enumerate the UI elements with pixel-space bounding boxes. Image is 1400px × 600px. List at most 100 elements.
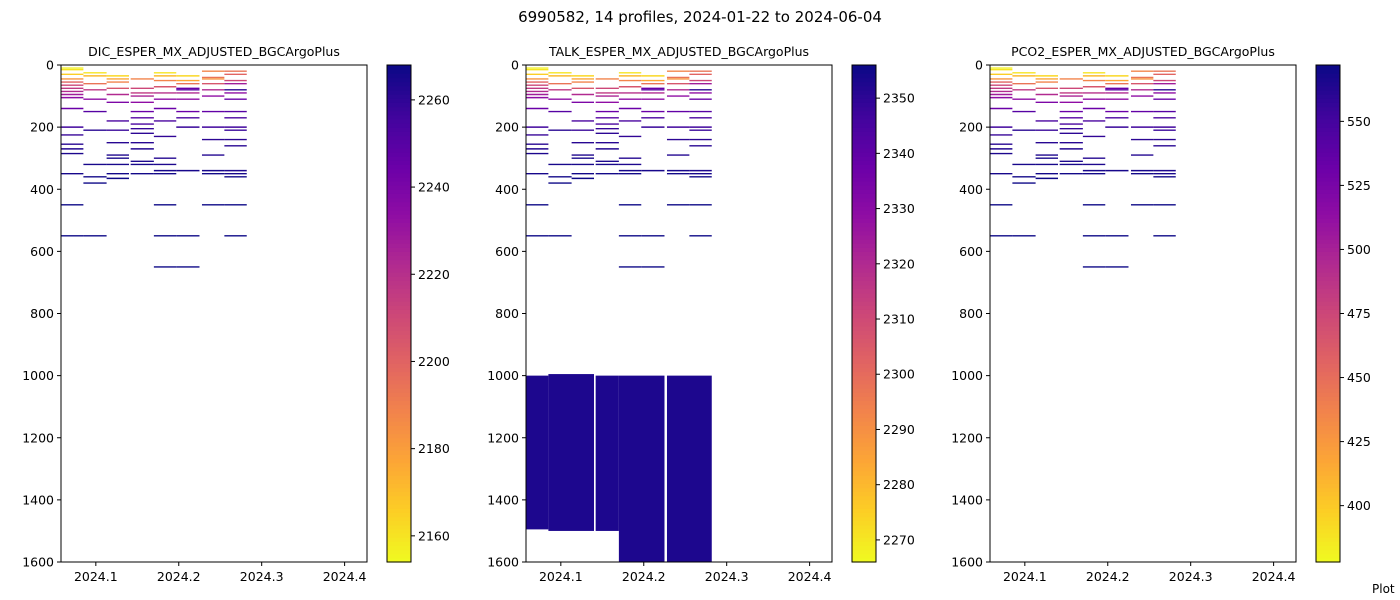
colorbar-swatch [387,346,411,352]
colorbar-swatch [387,487,411,493]
colorbar-swatch [852,230,876,236]
colorbar-swatch [1316,276,1340,281]
colorbar-swatch [387,292,411,298]
colorbar-swatch [852,251,876,257]
colorbar-swatch [1316,437,1340,443]
colorbar-swatch [387,160,411,165]
y-tick-label: 400 [30,182,54,197]
colorbar-swatch [852,450,876,455]
colorbar-swatch [387,491,411,497]
data-block [548,374,594,531]
colorbar-swatch [852,533,876,538]
colorbar-swatch [1316,288,1340,294]
colorbar-swatch [387,185,411,190]
colorbar-swatch [852,118,876,124]
colorbar-swatch [387,81,411,87]
colorbar-swatch [1316,375,1340,381]
colorbar-swatch [387,193,411,199]
colorbar-swatch [852,93,876,99]
colorbar-swatch [852,226,876,232]
colorbar-swatch [852,321,876,327]
colorbar-swatch [1316,383,1340,389]
colorbar-swatch [387,73,411,79]
colorbar-swatch [1316,305,1340,310]
colorbar-swatch [1316,317,1340,323]
colorbar-swatch [852,557,876,563]
colorbar-tick-label: 500 [1347,242,1371,257]
colorbar-swatch [852,470,876,476]
colorbar-swatch [1316,73,1340,79]
colorbar-swatch [387,325,411,331]
colorbar-swatch [1316,205,1340,211]
plot-area [526,67,712,562]
colorbar-swatch [1316,214,1340,219]
colorbar-swatch [852,218,876,223]
colorbar-swatch [387,350,411,356]
colorbar-swatch [387,392,411,397]
colorbar-swatch [1316,89,1340,95]
colorbar-tick-label: 2240 [418,180,450,195]
colorbar-frame [851,64,877,563]
colorbar-swatch [1316,487,1340,493]
y-tick-label: 400 [959,182,983,197]
colorbar-swatch [852,350,876,356]
colorbar-swatch [852,404,876,410]
colorbar-swatch [852,334,876,339]
colorbar-swatch [852,375,876,381]
colorbar-swatch [387,545,411,551]
colorbar-swatch [852,205,876,211]
colorbar-swatch [1316,185,1340,190]
colorbar: 400 425 450 475 500 525 550 [1315,64,1371,563]
colorbar-swatch [387,263,411,269]
colorbar-swatch [1316,338,1340,344]
colorbar-swatch [852,292,876,298]
colorbar-swatch [1316,114,1340,120]
figure-title: 6990582, 14 profiles, 2024-01-22 to 2024… [518,8,882,26]
colorbar-swatch [387,367,411,373]
colorbar-swatch [1316,218,1340,223]
colorbar-swatch [387,288,411,294]
colorbar-swatch [387,396,411,402]
colorbar-swatch [387,425,411,431]
colorbar-swatch [387,122,411,128]
colorbar-swatch [387,230,411,236]
colorbar-swatch [852,160,876,165]
y-tick-label: 1200 [951,430,983,445]
colorbar-swatch [1316,504,1340,509]
colorbar-swatch [852,267,876,273]
colorbar-swatch [852,429,876,435]
colorbar-swatch [852,147,876,153]
data-block [595,375,619,531]
y-tick-label: 1400 [22,492,54,507]
colorbar-swatch [852,363,876,368]
colorbar-swatch [852,528,876,534]
colorbar-swatch [852,354,876,360]
colorbar-swatch [852,276,876,281]
colorbar-swatch [387,197,411,203]
colorbar-swatch [852,127,876,132]
colorbar-swatch [387,450,411,455]
colorbar-swatch [1316,168,1340,174]
colorbar-swatch [1316,350,1340,356]
colorbar-swatch [1316,499,1340,505]
colorbar-swatch [1316,201,1340,207]
y-tick-label: 1200 [487,430,519,445]
colorbar-swatch [852,342,876,348]
colorbar-swatch [852,367,876,373]
panel-3: PCO2_ESPER_MX_ADJUSTED_BGCArgoPlus 2024.1… [951,44,1371,584]
colorbar-swatch [852,243,876,248]
colorbar-swatch [852,330,876,335]
colorbar-tick-label: 2310 [883,312,915,327]
y-tick-label: 400 [495,182,519,197]
colorbar-swatch [1316,309,1340,315]
colorbar-swatch [852,313,876,319]
colorbar-swatch [1316,267,1340,273]
colorbar-swatch [387,301,411,306]
colorbar-swatch [387,222,411,228]
x-tick-label: 2024.4 [788,569,832,584]
colorbar-tick-label: 2200 [418,354,450,369]
colorbar-swatch [387,139,411,145]
colorbar-swatch [852,392,876,397]
colorbar-swatch [1316,446,1340,451]
colorbar-swatch [1316,131,1340,137]
